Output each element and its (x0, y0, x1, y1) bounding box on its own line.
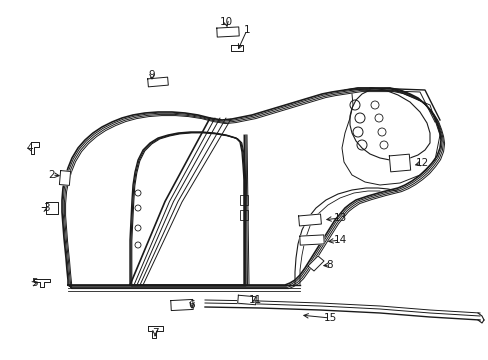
Bar (240, 195, 247, 205)
Text: 10: 10 (219, 17, 232, 27)
Text: 14: 14 (333, 235, 346, 245)
Polygon shape (46, 202, 58, 214)
Polygon shape (298, 214, 321, 226)
Polygon shape (230, 45, 243, 51)
Bar (240, 210, 247, 220)
Text: 13: 13 (333, 213, 346, 223)
Text: 3: 3 (42, 203, 49, 213)
Polygon shape (299, 235, 324, 245)
Polygon shape (307, 256, 324, 271)
Polygon shape (216, 27, 239, 37)
Polygon shape (388, 154, 410, 172)
Polygon shape (237, 295, 256, 305)
Text: 9: 9 (148, 70, 155, 80)
Text: 5: 5 (32, 278, 38, 288)
Polygon shape (34, 279, 50, 287)
Text: 15: 15 (323, 313, 336, 323)
Polygon shape (31, 142, 39, 154)
Text: 12: 12 (414, 158, 428, 168)
Polygon shape (59, 171, 70, 185)
Text: 4: 4 (27, 143, 33, 153)
Text: 2: 2 (49, 170, 55, 180)
Polygon shape (147, 77, 168, 87)
Text: 6: 6 (188, 300, 195, 310)
Text: 1: 1 (243, 25, 250, 35)
Polygon shape (170, 300, 193, 311)
Text: 7: 7 (151, 328, 158, 338)
Polygon shape (148, 326, 163, 338)
Text: 8: 8 (326, 260, 333, 270)
Text: 11: 11 (248, 295, 261, 305)
